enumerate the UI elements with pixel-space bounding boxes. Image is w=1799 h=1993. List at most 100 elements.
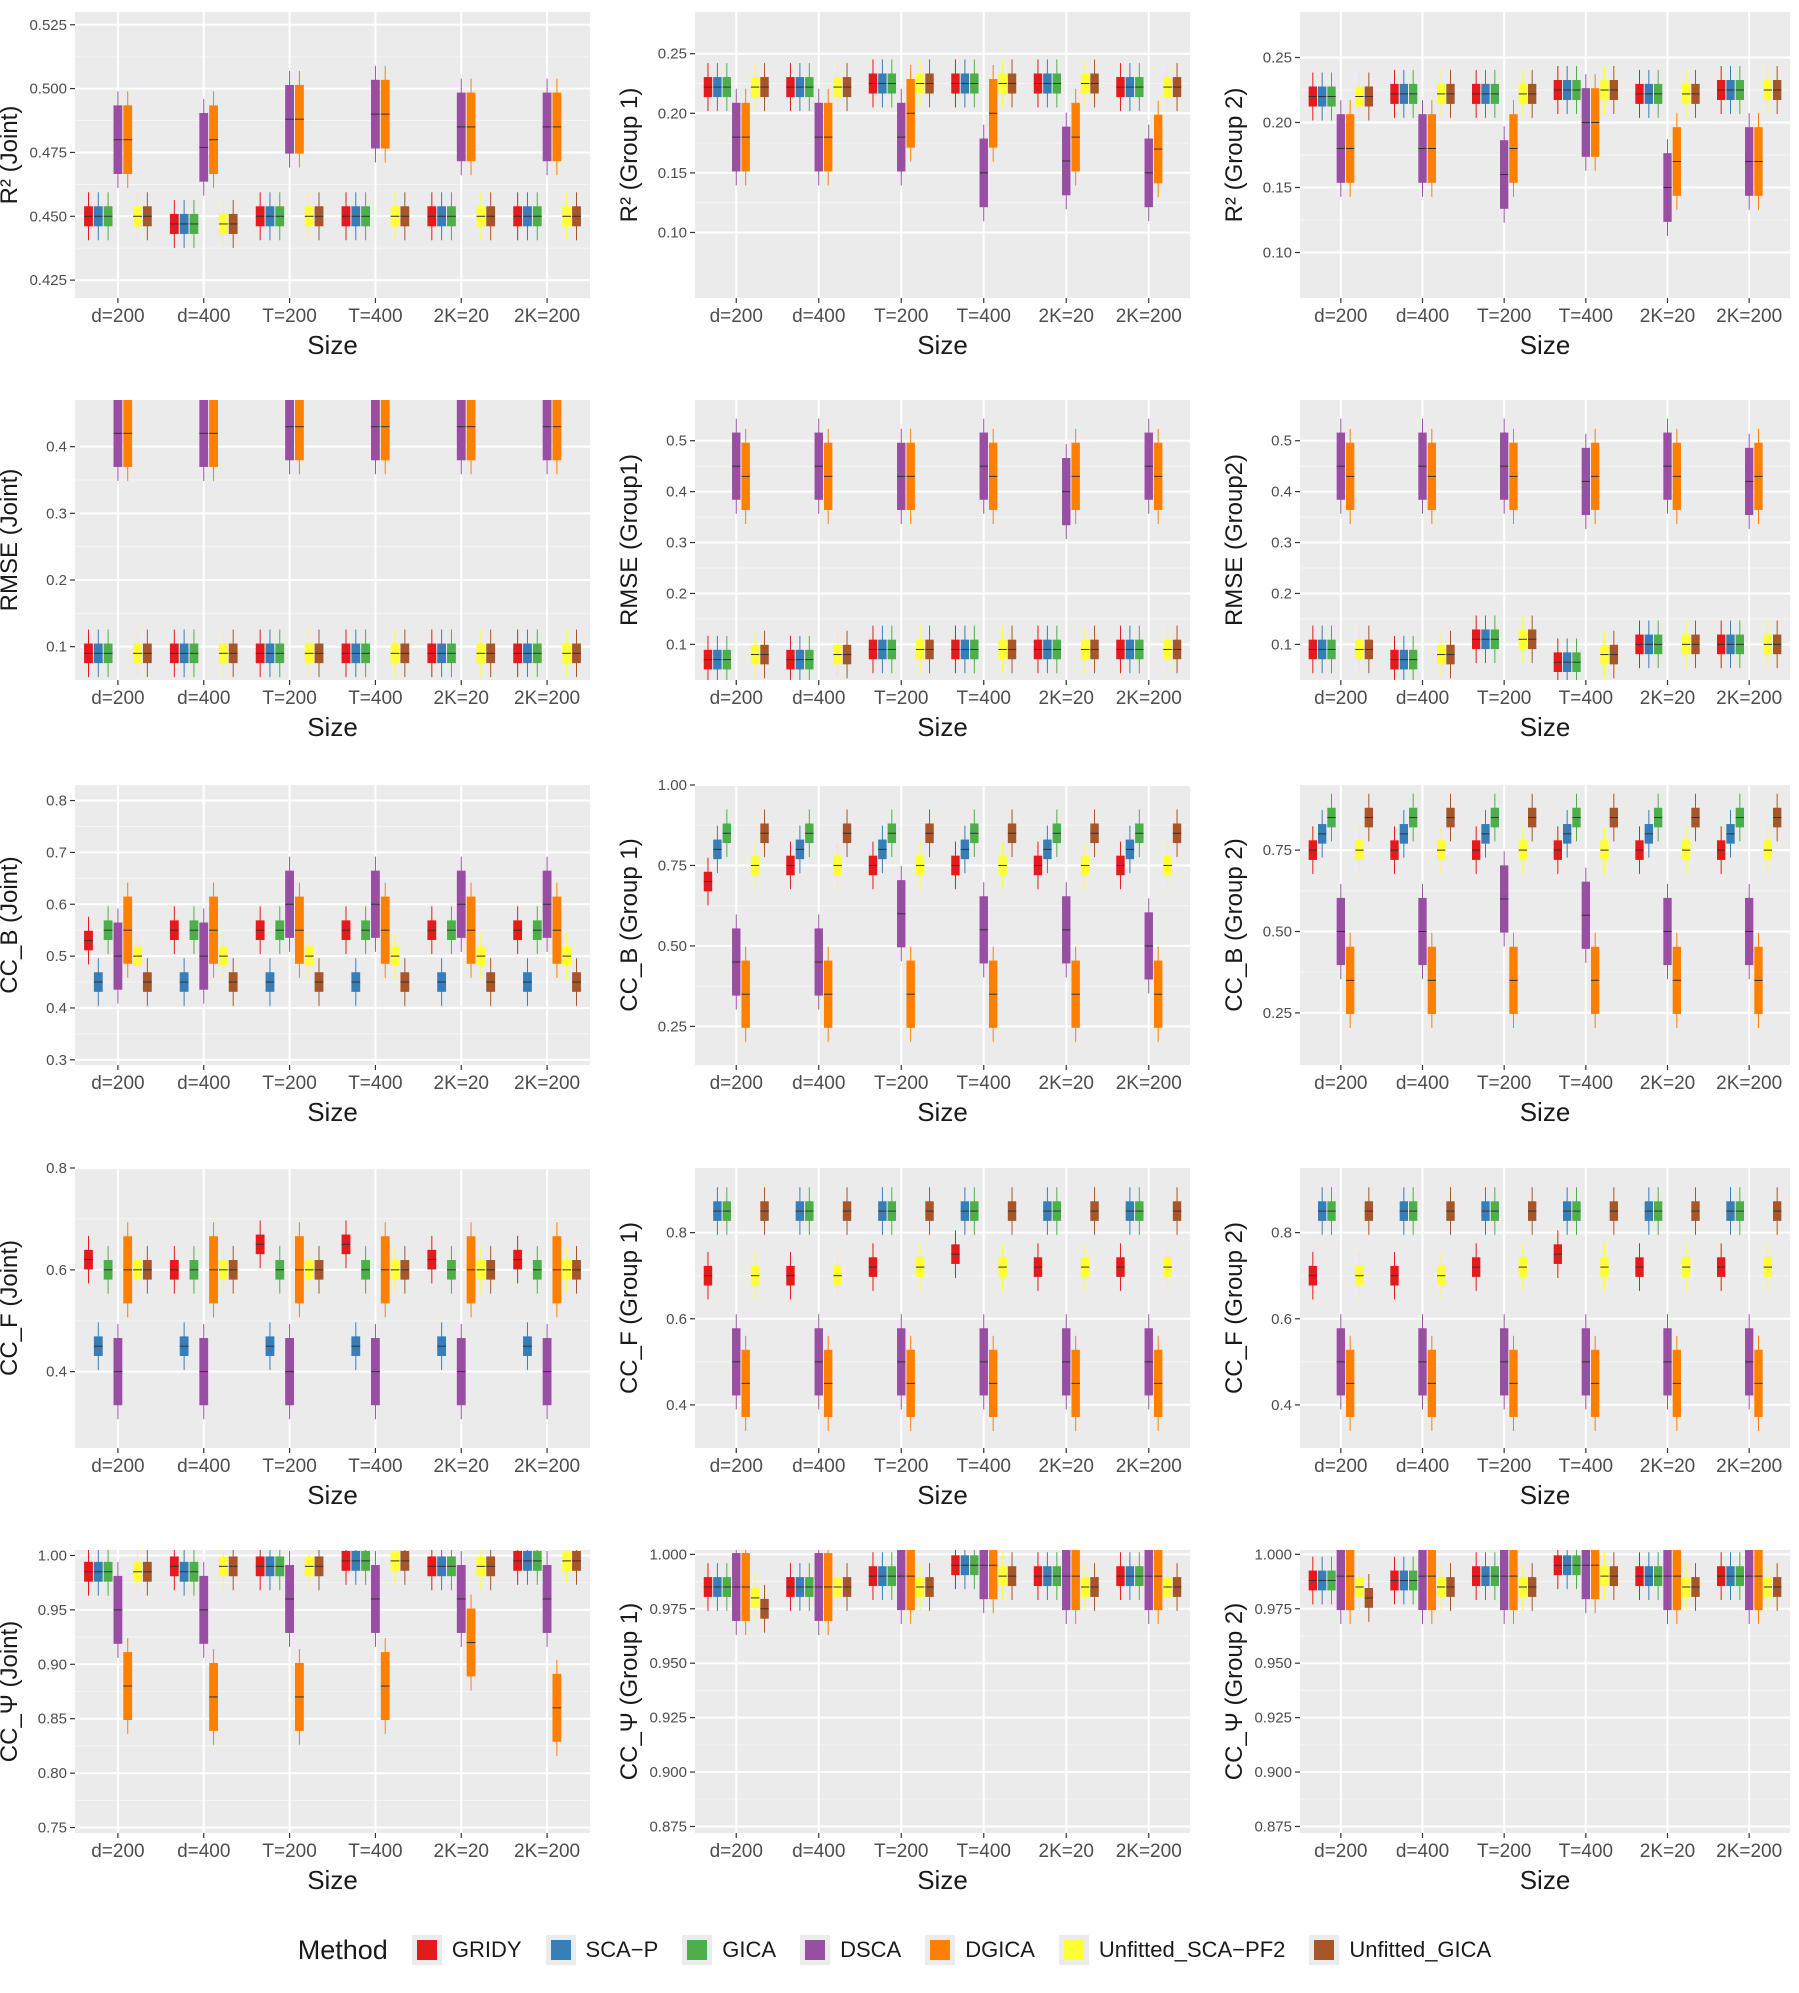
y-tick-label: 0.500 bbox=[29, 81, 67, 98]
y-axis-title: CC_Ψ (Group 2) bbox=[1221, 1603, 1248, 1780]
legend-key bbox=[1058, 1935, 1089, 1965]
x-tick-label: 2K=20 bbox=[434, 688, 489, 709]
x-tick-label: T=200 bbox=[262, 1456, 316, 1477]
box bbox=[1427, 1550, 1436, 1611]
y-tick-label: 0.950 bbox=[649, 1655, 687, 1672]
chart-panel-1: 0.425 0.450 0.475 0.500 0.525 d=200 d=400 T=200… bbox=[0, 12, 590, 360]
x-tick-label: d=200 bbox=[91, 688, 144, 709]
plot-background bbox=[695, 1550, 1190, 1833]
legend-swatch-unfitted-gica bbox=[1314, 1940, 1335, 1960]
box bbox=[906, 1550, 915, 1611]
y-tick-label: 0.2 bbox=[666, 585, 687, 602]
y-tick-label: 0.50 bbox=[658, 938, 687, 955]
box bbox=[294, 400, 304, 461]
x-tick-label: d=400 bbox=[792, 1073, 845, 1094]
chart-panel-14: 0.875 0.900 0.925 0.950 0.975 1.000 d=200 d=400… bbox=[616, 1546, 1190, 1895]
x-tick-label: 2K=20 bbox=[1640, 688, 1695, 709]
y-tick-label: 0.6 bbox=[666, 1311, 687, 1328]
plot-background bbox=[1300, 785, 1790, 1065]
y-tick-label: 0.2 bbox=[46, 572, 67, 589]
legend-key bbox=[682, 1935, 713, 1965]
y-tick-label: 0.1 bbox=[46, 639, 67, 656]
y-tick-label: 0.2 bbox=[1271, 585, 1292, 602]
plot-background bbox=[75, 785, 590, 1065]
chart-panel-9: 0.25 0.50 0.75 d=200 d=400 T=200 T=400 2K=20 2K=… bbox=[1221, 785, 1790, 1127]
x-tick-label: d=200 bbox=[710, 1073, 763, 1094]
chart-panel-12: 0.4 0.6 0.8 d=200 d=400 T=200 T=400 2K=20 2K=200… bbox=[1221, 1168, 1790, 1510]
y-tick-label: 0.7 bbox=[46, 844, 67, 861]
box bbox=[1591, 1550, 1600, 1600]
box bbox=[466, 400, 476, 461]
legend-item-sca-p: SCA−P bbox=[545, 1935, 658, 1965]
x-tick-label: T=400 bbox=[348, 1073, 402, 1094]
y-tick-label: 0.10 bbox=[658, 224, 687, 241]
y-axis-title: RMSE (Joint) bbox=[0, 469, 23, 612]
box bbox=[1418, 1550, 1427, 1611]
chart-panel-4: 0.1 0.2 0.3 0.4 d=200 d=400 T=200 T=400 2K=20 2K=… bbox=[0, 400, 590, 742]
x-tick-label: T=400 bbox=[1559, 306, 1613, 327]
x-tick-label: T=400 bbox=[957, 1456, 1011, 1477]
plot-background bbox=[695, 400, 1190, 680]
x-tick-label: d=400 bbox=[177, 688, 230, 709]
x-tick-label: 2K=200 bbox=[1116, 1841, 1182, 1862]
y-tick-label: 0.15 bbox=[658, 165, 687, 182]
x-tick-label: d=400 bbox=[177, 306, 230, 327]
x-axis-title: Size bbox=[917, 1097, 968, 1127]
y-tick-label: 0.25 bbox=[658, 46, 687, 63]
x-tick-label: T=400 bbox=[957, 688, 1011, 709]
x-tick-label: T=200 bbox=[1477, 306, 1531, 327]
y-axis-title: R² (Group 2) bbox=[1221, 88, 1248, 223]
x-tick-label: 2K=20 bbox=[1039, 1841, 1094, 1862]
x-tick-label: d=200 bbox=[1314, 306, 1367, 327]
legend-swatch-unfitted-sca-pf2 bbox=[1063, 1940, 1084, 1960]
y-axis-title: R² (Joint) bbox=[0, 106, 23, 205]
x-tick-label: d=200 bbox=[1314, 1073, 1367, 1094]
x-tick-label: d=200 bbox=[1314, 1841, 1367, 1862]
x-tick-label: d=200 bbox=[91, 306, 144, 327]
x-tick-label: T=200 bbox=[1477, 1073, 1531, 1094]
box bbox=[1144, 1550, 1153, 1611]
x-tick-label: 2K=20 bbox=[434, 306, 489, 327]
x-tick-label: T=200 bbox=[262, 1841, 316, 1862]
chart-panel-3: 0.10 0.15 0.20 0.25 d=200 d=400 T=200 T=400 2K=2… bbox=[1221, 12, 1790, 360]
y-tick-label: 0.4 bbox=[46, 439, 67, 456]
box bbox=[1336, 1550, 1345, 1611]
y-tick-label: 0.20 bbox=[1263, 115, 1292, 132]
y-tick-label: 0.95 bbox=[38, 1602, 67, 1619]
legend-item-dsca: DSCA bbox=[800, 1935, 901, 1965]
x-tick-label: 2K=20 bbox=[434, 1841, 489, 1862]
y-tick-label: 1.00 bbox=[38, 1547, 67, 1564]
chart-panel-8: 0.25 0.50 0.75 1.00 d=200 d=400 T=200 T=400 2K=2… bbox=[616, 777, 1190, 1127]
box bbox=[1745, 1550, 1754, 1611]
x-tick-label: 2K=200 bbox=[514, 1456, 580, 1477]
y-tick-label: 0.4 bbox=[1271, 484, 1292, 501]
box bbox=[542, 400, 552, 461]
x-tick-label: d=400 bbox=[1396, 306, 1449, 327]
legend-label: GICA bbox=[722, 1937, 777, 1962]
chart-panel-6: 0.1 0.2 0.3 0.4 0.5 d=200 d=400 T=200 T=400 2K=20… bbox=[1221, 400, 1790, 742]
plot-background bbox=[75, 400, 590, 680]
x-axis-title: Size bbox=[1520, 712, 1571, 742]
plot-background bbox=[75, 12, 590, 298]
y-tick-label: 0.3 bbox=[46, 1052, 67, 1069]
legend-item-unfitted-gica: Unfitted_GICA bbox=[1309, 1935, 1491, 1965]
y-axis-title: CC_F (Joint) bbox=[0, 1240, 23, 1376]
x-tick-label: T=200 bbox=[874, 688, 928, 709]
y-tick-label: 0.900 bbox=[1254, 1764, 1292, 1781]
x-axis-title: Size bbox=[917, 1480, 968, 1510]
x-tick-label: 2K=200 bbox=[1116, 306, 1182, 327]
y-tick-label: 0.8 bbox=[46, 1160, 67, 1177]
legend-item-dgica: DGICA bbox=[925, 1935, 1035, 1965]
y-axis-title: CC_B (Group 2) bbox=[1221, 838, 1248, 1011]
box bbox=[456, 400, 466, 461]
y-tick-label: 0.1 bbox=[1271, 636, 1292, 653]
legend-label: Unfitted_GICA bbox=[1349, 1937, 1492, 1962]
x-tick-label: 2K=200 bbox=[1116, 1456, 1182, 1477]
box bbox=[1346, 1550, 1355, 1611]
legend-label: Unfitted_SCA−PF2 bbox=[1098, 1937, 1286, 1962]
x-tick-label: d=400 bbox=[177, 1456, 230, 1477]
x-tick-label: T=400 bbox=[1559, 1841, 1613, 1862]
y-tick-label: 0.10 bbox=[1263, 245, 1292, 262]
legend-label: DGICA bbox=[965, 1937, 1035, 1962]
